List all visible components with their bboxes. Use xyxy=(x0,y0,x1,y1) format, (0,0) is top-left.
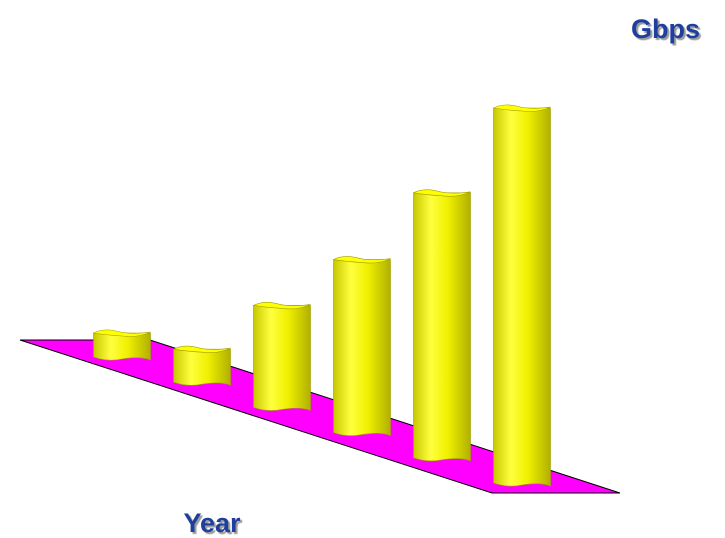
x-axis-label: Year xyxy=(183,508,241,538)
bar-top xyxy=(492,104,551,112)
bar-top xyxy=(412,189,471,197)
bar xyxy=(413,192,471,462)
bar xyxy=(253,305,311,411)
bar xyxy=(93,332,151,361)
bar xyxy=(333,259,391,437)
bar xyxy=(493,107,551,487)
bar xyxy=(173,348,231,386)
bar-top xyxy=(172,345,231,353)
y-axis-label: Gbps xyxy=(631,14,700,44)
bar-top xyxy=(92,329,151,337)
bar-top xyxy=(332,256,391,264)
bar-top xyxy=(252,301,311,310)
